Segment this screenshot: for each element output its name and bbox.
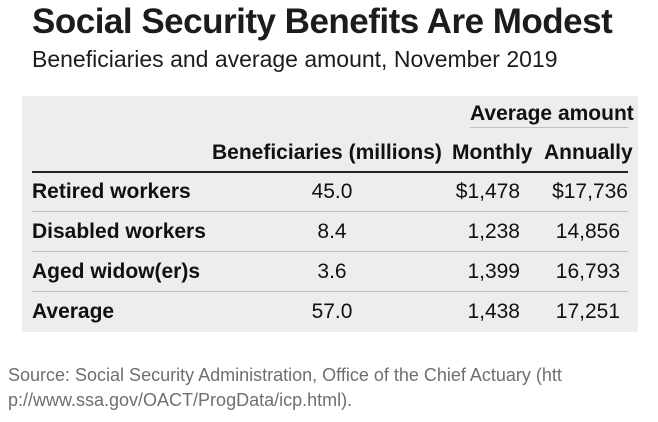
annually-cell: 17,251 xyxy=(555,300,620,323)
row-label: Average xyxy=(32,300,115,323)
beneficiaries-cell: 57.0 xyxy=(311,300,353,323)
benefits-table: Average amount Beneficiaries (millions) … xyxy=(22,96,638,332)
row-divider xyxy=(32,251,628,252)
column-header-monthly: Monthly xyxy=(452,141,533,164)
page-subtitle: Beneficiaries and average amount, Novemb… xyxy=(32,46,558,72)
column-header-beneficiaries: Beneficiaries (millions) xyxy=(212,141,442,164)
row-label: Disabled workers xyxy=(32,220,206,243)
page-title: Social Security Benefits Are Modest xyxy=(32,2,613,41)
beneficiaries-cell: 45.0 xyxy=(311,180,353,203)
group-header-rule xyxy=(470,127,628,128)
annually-cell: 16,793 xyxy=(555,260,620,283)
beneficiaries-cell: 3.6 xyxy=(317,260,347,283)
monthly-cell: 1,238 xyxy=(467,220,520,243)
row-divider xyxy=(32,211,628,212)
row-label: Retired workers xyxy=(32,180,191,203)
group-header-average-amount: Average amount xyxy=(470,102,634,125)
source-text: Source: Social Security Administration, … xyxy=(8,365,542,385)
column-header-annually: Annually xyxy=(544,141,633,164)
beneficiaries-cell: 8.4 xyxy=(317,220,347,243)
row-divider xyxy=(32,291,628,292)
row-label: Aged widow(er)s xyxy=(32,260,201,283)
monthly-cell: $1,478 xyxy=(455,180,520,203)
source-suffix: ). xyxy=(341,390,353,410)
annually-cell: $17,736 xyxy=(552,180,628,203)
annually-cell: 14,856 xyxy=(555,220,620,243)
source-link[interactable]: htt p://www.ssa.gov/OACT/ProgData/icp.htm… xyxy=(8,365,562,410)
monthly-cell: 1,399 xyxy=(467,260,520,283)
monthly-cell: 1,438 xyxy=(467,300,520,323)
source-note: Source: Social Security Administration, … xyxy=(8,363,648,413)
header-rule xyxy=(32,171,628,173)
